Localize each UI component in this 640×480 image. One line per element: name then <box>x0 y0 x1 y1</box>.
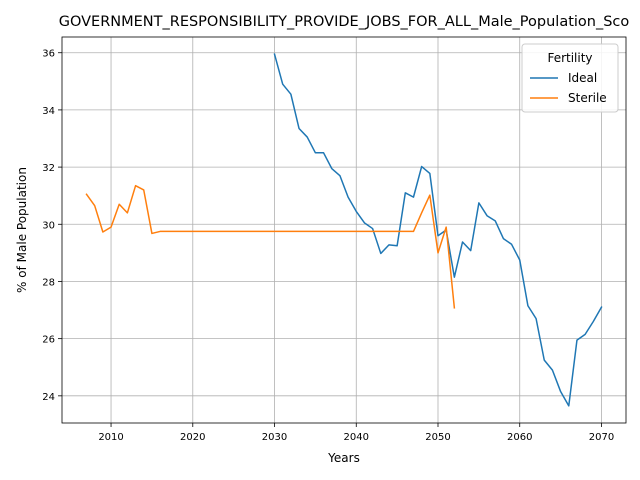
x-tick-label: 2020 <box>180 432 205 443</box>
x-tick-label: 2010 <box>98 432 123 443</box>
x-tick-label: 2050 <box>425 432 450 443</box>
x-axis-label: Years <box>327 451 360 465</box>
y-tick-label: 30 <box>42 220 55 231</box>
x-tick-label: 2070 <box>589 432 614 443</box>
y-tick-label: 32 <box>42 163 55 174</box>
legend-label-sterile: Sterile <box>568 91 607 105</box>
plot-frame <box>61 36 627 424</box>
legend-label-ideal: Ideal <box>568 71 597 85</box>
y-axis-label: % of Male Population <box>15 167 29 293</box>
y-tick-label: 24 <box>42 392 55 403</box>
grid-lines <box>62 37 626 423</box>
series-lines <box>85 53 603 407</box>
chart-title: GOVERNMENT_RESPONSIBILITY_PROVIDE_JOBS_F… <box>59 14 630 30</box>
x-tick-label: 2040 <box>344 432 369 443</box>
y-tick-label: 34 <box>42 106 55 117</box>
legend-title: Fertility <box>547 51 592 65</box>
legend: Fertility Ideal Sterile <box>521 43 619 113</box>
y-tick-label: 26 <box>42 335 55 346</box>
legend-box <box>521 43 619 113</box>
y-tick-label: 36 <box>42 49 55 60</box>
x-axis: 2010 2020 2030 2040 2050 2060 2070 <box>98 423 614 443</box>
series-line-sterile <box>85 184 456 309</box>
x-tick-label: 2030 <box>262 432 287 443</box>
y-axis: 24 26 28 30 32 34 36 <box>42 49 62 403</box>
x-tick-label: 2060 <box>507 432 532 443</box>
series-line-ideal <box>273 53 603 407</box>
y-tick-label: 28 <box>42 277 55 288</box>
